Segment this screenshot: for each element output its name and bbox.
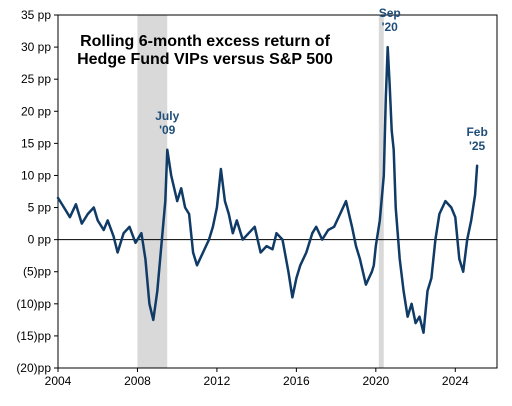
y-axis: (20)pp (15)pp (10)pp (5)pp 0 pp 5 pp 10 pp 15 p… [16,8,58,375]
y-tick-label: 25 pp [21,72,51,86]
annotation-2: Sep '20 [379,6,401,34]
x-tick-label: 2008 [124,374,151,388]
x-axis: 2004 2008 2012 2016 2020 2024 [45,368,469,388]
annotation-1: July '09 [155,109,179,137]
x-tick-label: 2012 [204,374,231,388]
y-tick-label: 20 pp [21,104,51,118]
series-layer [56,45,479,334]
y-tick-label: 35 pp [21,8,51,22]
x-tick-label: 2016 [283,374,310,388]
plot-frame [57,14,498,369]
annotation-3: Feb '25 [466,125,487,153]
series-line-1 [56,45,479,334]
y-tick-label: 30 pp [21,40,51,54]
y-tick-label: (10)pp [16,297,51,311]
y-tick-label: 15 pp [21,136,51,150]
y-tick-label: (15)pp [16,329,51,343]
annotations: July '09 Sep '20 Feb '25 [155,6,488,153]
y-tick-label: 10 pp [21,168,51,182]
y-tick-label: (20)pp [16,361,51,375]
y-tick-label: (5)pp [23,265,51,279]
x-tick-label: 2020 [362,374,389,388]
y-tick-label: 5 pp [28,201,52,215]
x-tick-label: 2004 [45,374,72,388]
chart-title-line-1: Rolling 6-month excess return of [80,33,330,50]
chart-title-line-2: Hedge Fund VIPs versus S&P 500 [77,51,333,68]
recession-shade-1 [137,15,168,368]
x-tick-label: 2024 [442,374,469,388]
y-tick-label: 0 pp [28,233,52,247]
